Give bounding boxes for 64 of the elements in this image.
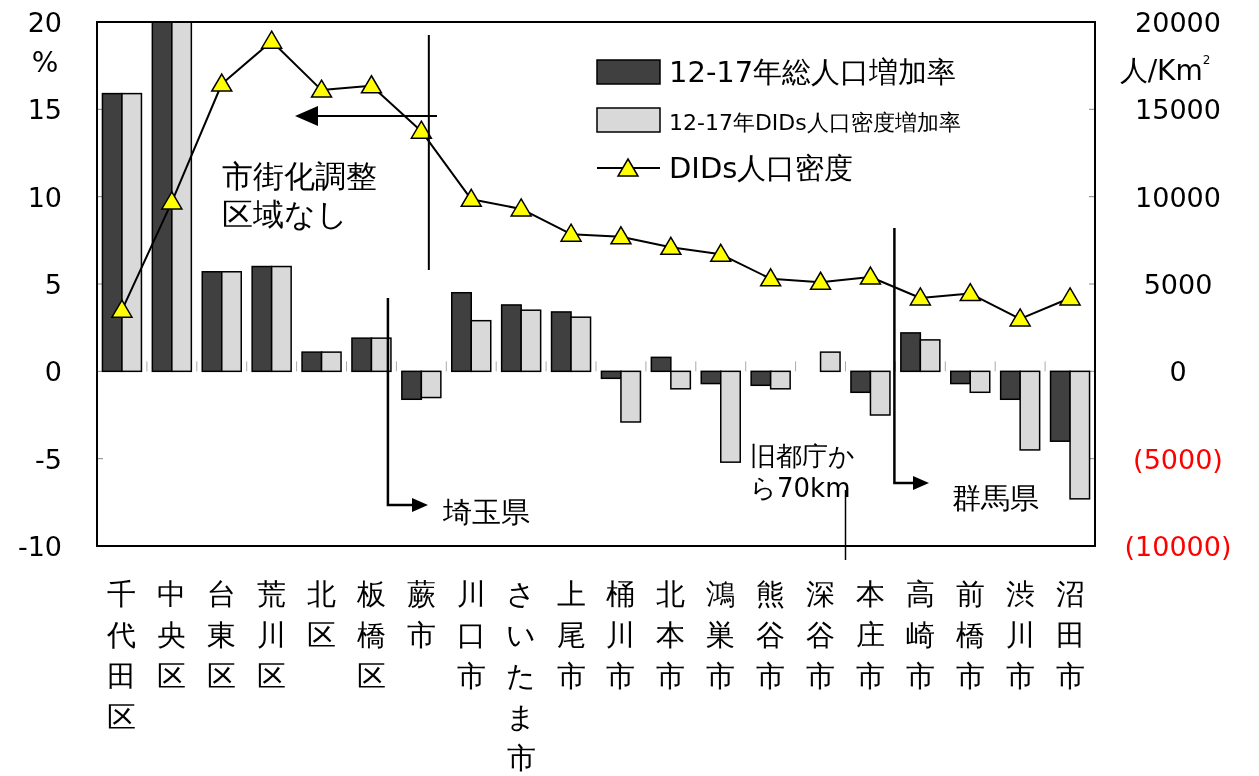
point — [959, 282, 981, 302]
point — [859, 266, 882, 285]
point — [560, 223, 582, 242]
x-tick-label: 高崎市 — [905, 577, 935, 693]
point — [260, 30, 283, 49]
point — [510, 198, 532, 217]
x-tick-label: 鴻巣市 — [706, 577, 736, 693]
y2-tick-label: 15000 — [1135, 94, 1221, 126]
x-tick-label: 渋川市 — [1005, 577, 1035, 693]
annotation: 市街化調整区域なし — [222, 158, 377, 232]
bar — [819, 351, 841, 373]
x-tick-label: 深谷市 — [806, 577, 836, 693]
y2-tick-label: (10000) — [1124, 531, 1232, 562]
x-tick-label: 桶川市 — [606, 577, 636, 693]
y2-tick-label: (5000) — [1133, 443, 1223, 475]
y-tick-label: 20 — [27, 7, 62, 38]
x-tick-label: 熊谷市 — [756, 577, 786, 693]
y2-axis-title: 人/Km$^{2}$ — [1119, 53, 1211, 87]
x-tick-label: 上尾市 — [556, 577, 586, 693]
point — [360, 75, 383, 94]
annotation: 旧都庁から70km — [750, 441, 855, 503]
y2-tick-label: 5000 — [1143, 269, 1213, 300]
y-axis-title: % — [31, 46, 59, 79]
x-tick-label: 沼田市 — [1055, 577, 1085, 693]
x-tick-label: 板橋区 — [355, 577, 386, 693]
y-tick-label: -5 — [35, 443, 62, 475]
x-tick-label: 川口市 — [456, 577, 486, 693]
y-tick-label: 10 — [27, 181, 62, 213]
point — [909, 287, 932, 306]
x-tick-label: 台東区 — [207, 577, 237, 693]
x-tick-label: 荒川区 — [257, 577, 287, 693]
x-tick-label: 中央区 — [157, 577, 187, 693]
point — [809, 271, 832, 290]
point — [759, 268, 782, 287]
y-tick-label: 5 — [44, 269, 62, 300]
x-tick-label: 蕨市 — [406, 577, 436, 652]
x-tick-label: 北区 — [307, 577, 337, 652]
point — [460, 188, 482, 208]
x-tick-label: 千代田区 — [106, 577, 137, 734]
annotation: 埼玉県 — [442, 495, 530, 529]
point — [1009, 308, 1031, 327]
point — [710, 243, 732, 263]
legend-label: DIDs人口密度 — [669, 151, 854, 185]
x-tick-label: 北本市 — [656, 577, 686, 693]
point — [410, 120, 433, 139]
y2-tick-label: 20000 — [1135, 7, 1221, 38]
point — [161, 191, 183, 210]
annotation: 群馬県 — [952, 481, 1039, 515]
y2-tick-label: 0 — [1169, 356, 1187, 388]
legend-label: 12-17年総人口増加率 — [669, 55, 957, 89]
point — [610, 226, 632, 245]
y-tick-label: -10 — [17, 531, 62, 562]
legend-label: 12-17年DIDs人口密度増加率 — [669, 110, 961, 135]
point — [211, 73, 233, 92]
point — [660, 236, 682, 256]
x-tick-label: 前橋市 — [955, 577, 985, 693]
y-tick-label: 15 — [27, 94, 62, 126]
y-tick-label: 0 — [44, 356, 62, 388]
point — [1059, 287, 1081, 306]
x-tick-label: さいたま市 — [506, 577, 537, 775]
point — [310, 79, 333, 98]
x-tick-label: 本庄市 — [855, 577, 885, 693]
point — [111, 299, 133, 318]
y2-tick-label: 10000 — [1135, 181, 1221, 213]
